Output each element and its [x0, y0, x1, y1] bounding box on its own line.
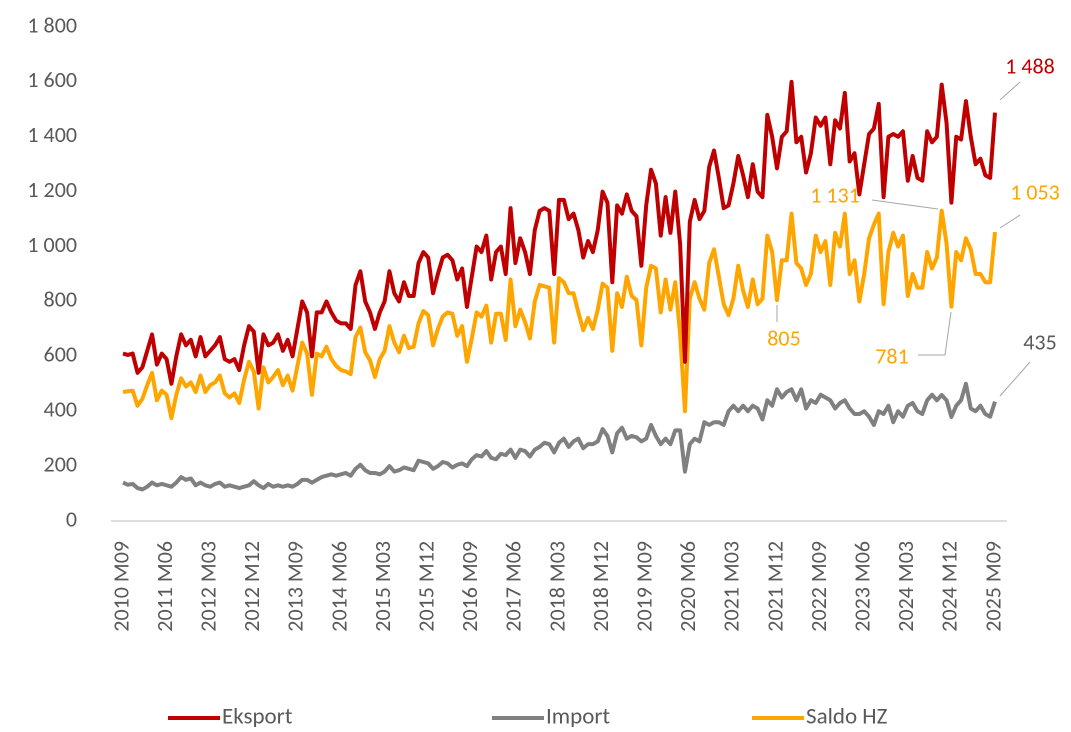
x-tick-label: 2013 M09	[282, 541, 309, 632]
leader-line	[871, 199, 939, 210]
data-label: 805	[767, 324, 800, 351]
y-tick-label: 1 400	[27, 121, 77, 148]
leader-line	[999, 361, 1031, 397]
series-line	[122, 208, 997, 421]
data-label: 435	[1023, 328, 1056, 355]
x-tick-label: 2020 M06	[674, 541, 701, 632]
y-tick-label: 800	[44, 286, 77, 313]
x-tick-label: 2023 M06	[848, 541, 875, 632]
data-label: 1 053	[1010, 178, 1060, 205]
legend-label: Saldo HZ	[806, 702, 888, 730]
y-tick-label: 400	[44, 395, 77, 422]
x-tick-label: 2014 M06	[325, 541, 352, 632]
x-tick-label: 2025 M09	[979, 541, 1006, 632]
x-tick-label: 2012 M03	[194, 541, 221, 632]
legend-label: Eksport	[222, 702, 293, 730]
leader-line	[918, 311, 952, 356]
x-tick-label: 2024 M03	[892, 541, 919, 632]
y-tick-label: 1 600	[27, 66, 77, 93]
legend-label: Import	[546, 702, 610, 730]
x-tick-label: 2022 M09	[805, 541, 832, 632]
y-tick-label: 1 800	[27, 11, 77, 38]
x-tick-label: 2015 M03	[369, 541, 396, 632]
series-line	[122, 381, 997, 492]
x-tick-label: 2021 M03	[718, 541, 745, 632]
x-tick-label: 2017 M06	[500, 541, 527, 632]
leader-line	[999, 214, 1021, 229]
data-label: 1 131	[810, 181, 860, 208]
x-tick-label: 2024 M12	[936, 541, 963, 632]
x-tick-label: 2010 M09	[107, 541, 134, 632]
series-line	[122, 79, 997, 386]
y-tick-label: 600	[44, 341, 77, 368]
x-tick-label: 2018 M12	[587, 541, 614, 632]
y-tick-label: 1 000	[27, 231, 77, 258]
x-tick-label: 2016 M09	[456, 541, 483, 632]
data-label: 781	[875, 342, 908, 369]
x-tick-label: 2011 M06	[151, 541, 178, 632]
y-tick-label: 0	[66, 505, 77, 532]
x-tick-label: 2015 M12	[412, 541, 439, 632]
x-tick-label: 2021 M12	[761, 541, 788, 632]
x-tick-label: 2018 M03	[543, 541, 570, 632]
y-tick-label: 1 200	[27, 176, 77, 203]
x-tick-label: 2012 M12	[238, 541, 265, 632]
x-tick-label: 2019 M09	[630, 541, 657, 632]
y-tick-label: 200	[44, 450, 77, 477]
leader-line	[999, 81, 1021, 101]
data-label: 1 488	[1005, 52, 1055, 79]
